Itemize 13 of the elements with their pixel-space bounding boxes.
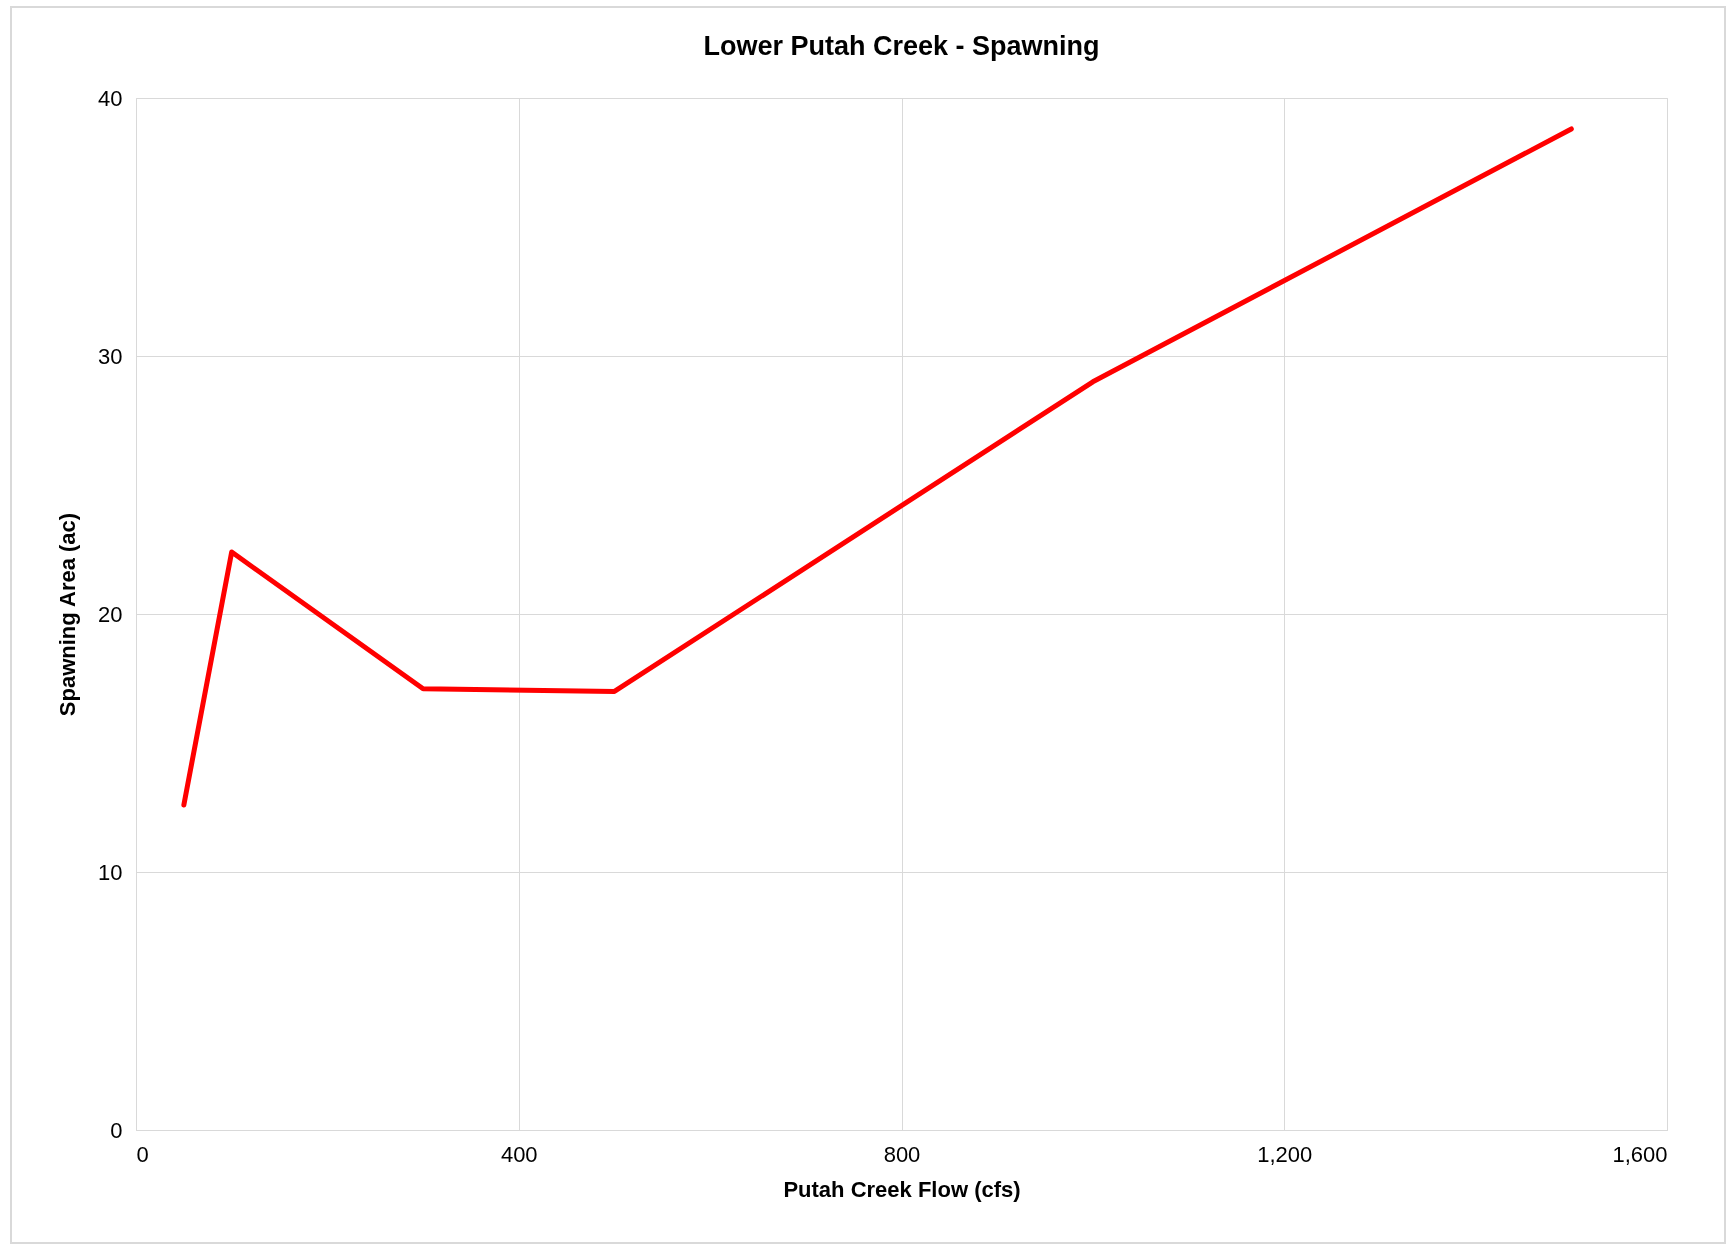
y-tick-label: 0	[110, 1117, 123, 1143]
x-tick-label: 1,200	[1257, 1141, 1313, 1167]
chart-title: Lower Putah Creek - Spawning	[703, 31, 1100, 61]
y-tick-label: 20	[98, 601, 123, 627]
y-tick-label: 40	[98, 85, 123, 111]
x-tick-label: 1,600	[1612, 1141, 1668, 1167]
x-tick-label: 800	[883, 1141, 921, 1167]
y-tick-label: 10	[98, 859, 123, 885]
x-tick-label: 0	[136, 1141, 149, 1167]
y-axis-title: Spawning Area (ac)	[55, 512, 81, 717]
y-tick-label: 30	[98, 343, 123, 369]
x-axis-title: Putah Creek Flow (cfs)	[783, 1176, 1021, 1202]
x-tick-label: 400	[500, 1141, 538, 1167]
